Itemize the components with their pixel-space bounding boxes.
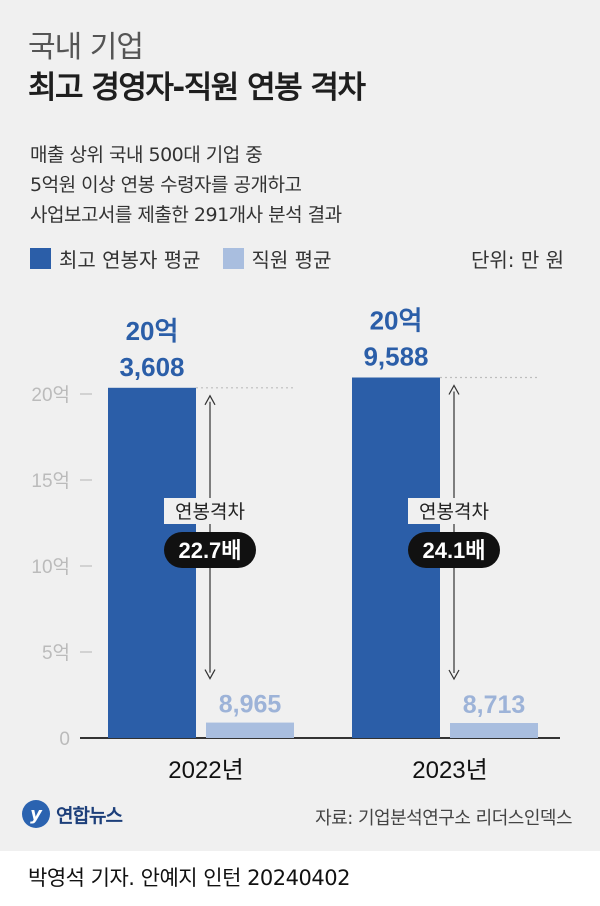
- y-tick-label: 10억: [31, 556, 70, 578]
- bar-staff: [206, 722, 294, 738]
- data-label-staff: 8,965: [219, 691, 282, 719]
- description-line: 5억원 이상 연봉 수령자를 공개하고: [30, 174, 302, 196]
- legend-label-exec: 최고 연봉자 평균: [59, 248, 201, 272]
- gap-value: 22.7배: [178, 538, 241, 563]
- credit-line: 박영석 기자. 안예지 인턴 20240402: [28, 866, 350, 890]
- bar-chart: 0 5억 10억 15억 20억 20억 3,608 8,965 연봉격차 22.7배 2022년 2…: [31, 306, 560, 784]
- source-label: 자료: 기업분석연구소 리더스인덱스: [315, 808, 572, 829]
- gap-arrow-down-icon: [448, 669, 460, 681]
- data-label-staff: 8,713: [463, 691, 526, 719]
- legend-item-staff: 직원 평균: [222, 244, 332, 273]
- data-label-exec: 9,588: [363, 342, 428, 372]
- data-label-exec: 20억: [126, 316, 179, 346]
- gap-value-pill: [164, 532, 256, 568]
- logo-mark-icon: y: [22, 800, 50, 828]
- y-tick-label: 20억: [31, 384, 70, 406]
- legend-swatch-exec: [30, 248, 51, 269]
- gap-label: 연봉격차: [175, 501, 245, 523]
- gap-arrow-up-icon: [204, 394, 216, 406]
- legend-swatch-staff: [222, 248, 244, 269]
- gap-value-pill: [408, 532, 500, 568]
- chart-description: 매출 상위 국내 500대 기업 중 5억원 이상 연봉 수령자를 공개하고 사…: [30, 140, 342, 230]
- chart-subtitle: 국내 기업: [28, 30, 144, 65]
- bar-staff: [450, 723, 538, 738]
- gap-value: 24.1배: [422, 538, 485, 563]
- y-tick-label: 5억: [42, 642, 70, 664]
- data-label-exec: 20억: [370, 306, 423, 336]
- legend-label-staff: 직원 평균: [251, 248, 332, 272]
- legend-item-exec: 최고 연봉자 평균: [30, 244, 201, 273]
- description-line: 사업보고서를 제출한 291개사 분석 결과: [30, 204, 342, 226]
- gap-arrow-down-icon: [204, 669, 216, 680]
- x-category-label: 2022년: [168, 757, 243, 784]
- infographic-card: 국내 기업 최고 경영자-직원 연봉 격차 매출 상위 국내 500대 기업 중…: [0, 0, 600, 851]
- gap-label: 연봉격차: [419, 501, 489, 523]
- y-tick-label: 0: [59, 729, 70, 750]
- gap-label-bg: [408, 498, 500, 524]
- y-tick-label: 15억: [31, 470, 70, 492]
- yonhap-logo: y 연합뉴스: [22, 800, 123, 828]
- gap-arrow-up-icon: [448, 384, 460, 395]
- gap-label-bg: [164, 498, 256, 524]
- data-label-exec: 3,608: [119, 352, 184, 382]
- x-category-label: 2023년: [412, 757, 487, 784]
- chart-legend: 최고 연봉자 평균 직원 평균: [30, 244, 353, 273]
- logo-text: 연합뉴스: [56, 804, 123, 827]
- unit-label: 단위: 만 원: [470, 248, 564, 272]
- chart-title: 최고 경영자-직원 연봉 격차: [28, 70, 366, 106]
- description-line: 매출 상위 국내 500대 기업 중: [30, 144, 263, 166]
